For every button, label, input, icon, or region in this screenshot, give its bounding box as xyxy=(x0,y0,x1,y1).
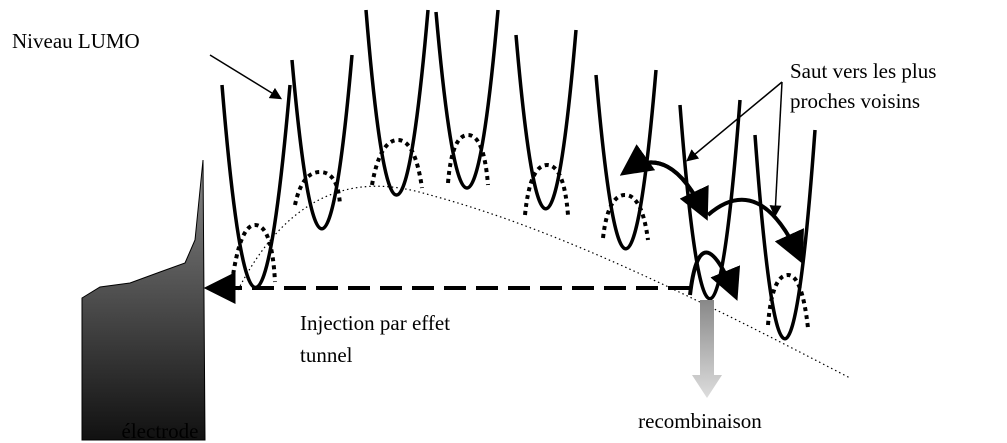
hop-label: Saut vers les plus xyxy=(790,59,936,83)
injection-label: Injection par effet xyxy=(300,311,450,335)
electrode-label: électrode xyxy=(122,419,199,443)
hop-label: proches voisins xyxy=(790,89,920,113)
recombination-arrow xyxy=(692,300,722,398)
electrode xyxy=(81,159,206,441)
recombination-label: recombinaison xyxy=(638,409,762,433)
hop-arrows xyxy=(619,144,804,301)
dotted-levels xyxy=(230,132,810,329)
injection-label: tunnel xyxy=(300,343,353,367)
pointers xyxy=(209,54,783,218)
lumo-label: Niveau LUMO xyxy=(12,29,140,53)
